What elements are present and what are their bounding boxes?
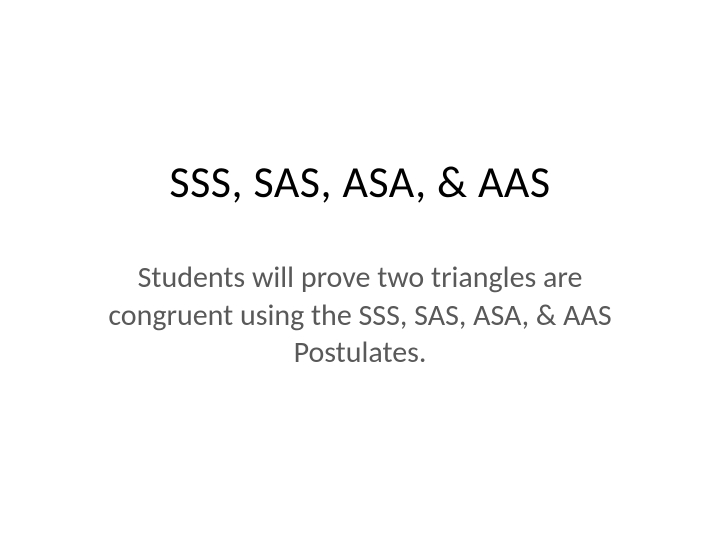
- slide-title: SSS, SAS, ASA, & AAS: [169, 155, 550, 209]
- slide-container: SSS, SAS, ASA, & AAS Students will prove…: [0, 0, 720, 540]
- slide-body-text: Students will prove two triangles are co…: [80, 259, 640, 372]
